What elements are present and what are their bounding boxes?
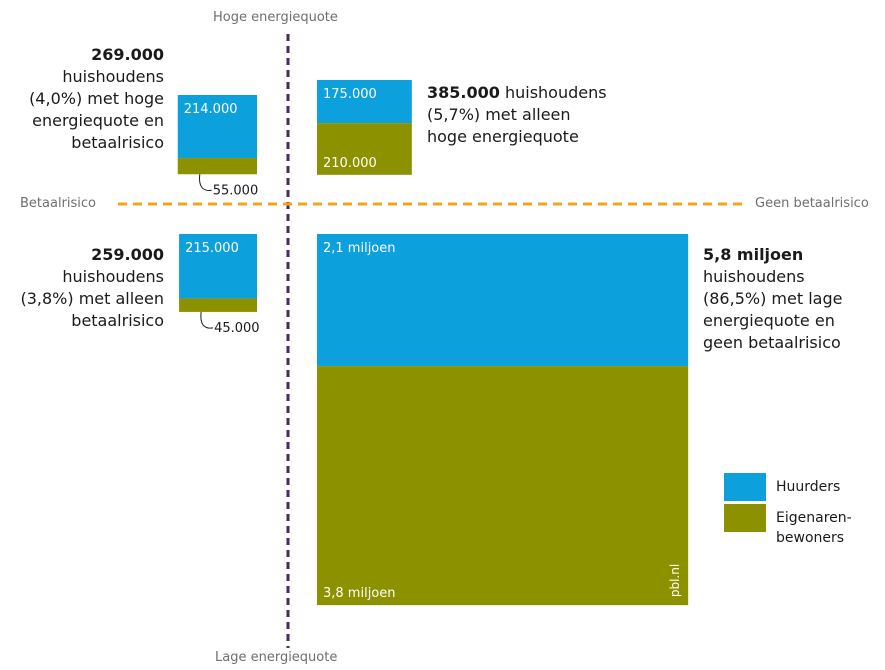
data-label-eigenaren-bottom-right: 3,8 miljoen	[323, 586, 396, 601]
legend-label-huurders: Huurders	[776, 479, 841, 495]
legend-item-huurders: Huurders	[724, 473, 840, 501]
annotation-bottom-right-total: 5,8 miljoen	[703, 245, 804, 264]
annotation-top-right-total: 385.000	[427, 83, 500, 102]
annotation-top-right-line: huishoudens	[499, 83, 607, 102]
annotation-bottom-right-line: (86,5%) met lage	[703, 289, 843, 308]
data-label-huurders-bottom-left: 215.000	[185, 241, 239, 256]
annotation-top-right-line: (5,7%) met alleen	[427, 105, 571, 124]
axis-label-bottom: Lage energiequote	[215, 650, 338, 665]
annotation-bottom-right-line: geen betaalrisico	[703, 333, 841, 352]
annotation-top-left-line: (4,0%) met hoge	[29, 89, 164, 108]
bar-eigenaren-top-left	[177, 158, 257, 175]
bar-eigenaren-bottom-right	[317, 366, 689, 606]
annotation-bottom-right: 5,8 miljoen huishoudens (86,5%) met lage…	[703, 244, 883, 354]
data-label-huurders-bottom-right: 2,1 miljoen	[323, 241, 396, 256]
bar-huurders-bottom-left	[179, 234, 257, 299]
bar-huurders-top-right	[317, 80, 412, 124]
data-label-huurders-top-left: 214.000	[184, 102, 238, 117]
data-label-huurders-top-right: 175.000	[323, 87, 377, 102]
annotation-bottom-left: 259.000 huishoudens (3,8%) met alleen be…	[0, 244, 164, 332]
annotation-bottom-right-line: energiequote en	[703, 311, 835, 330]
legend-swatch-eigenaren	[724, 504, 766, 532]
axis-label-top: Hoge energiequote	[213, 10, 338, 25]
data-label-eigenaren-bottom-left: 45.000	[214, 321, 259, 336]
annotation-bottom-left-total: 259.000	[91, 245, 164, 264]
annotation-bottom-right-line: huishoudens	[703, 267, 805, 286]
legend-swatch-huurders	[724, 473, 766, 501]
annotation-top-right: 385.000 huishoudens (5,7%) met alleen ho…	[427, 82, 657, 148]
annotation-top-left-line: energiequote en	[32, 111, 164, 130]
annotation-top-right-line: hoge energiequote	[427, 127, 579, 146]
annotation-top-left-line: betaalrisico	[71, 133, 164, 152]
annotation-bottom-left-line: (3,8%) met alleen	[20, 289, 164, 308]
annotation-top-left-line: huishoudens	[62, 67, 164, 86]
annotation-bottom-left-line: huishoudens	[62, 267, 164, 286]
legend-label-eigenaren: Eigenaren- bewoners	[776, 510, 852, 546]
data-label-eigenaren-top-right: 210.000	[323, 156, 377, 171]
annotation-bottom-left-line: betaalrisico	[71, 311, 164, 330]
legend-item-eigenaren: Eigenaren- bewoners	[724, 504, 852, 548]
annotation-top-left-total: 269.000	[91, 45, 164, 64]
annotation-top-left: 269.000 huishoudens (4,0%) met hoge ener…	[0, 44, 164, 154]
leader-line-top-left	[198, 174, 212, 191]
leader-line-bottom-left	[200, 311, 214, 329]
data-label-eigenaren-top-left: 55.000	[213, 183, 259, 198]
bar-eigenaren-top-right	[317, 123, 412, 175]
axis-label-right: Geen betaalrisico	[755, 196, 869, 211]
bar-eigenaren-bottom-left	[179, 298, 257, 312]
bar-huurders-top-left	[177, 95, 257, 159]
watermark-label: pbl.nl	[668, 564, 682, 597]
bar-huurders-bottom-right	[317, 234, 689, 367]
axis-label-left: Betaalrisico	[20, 196, 97, 211]
